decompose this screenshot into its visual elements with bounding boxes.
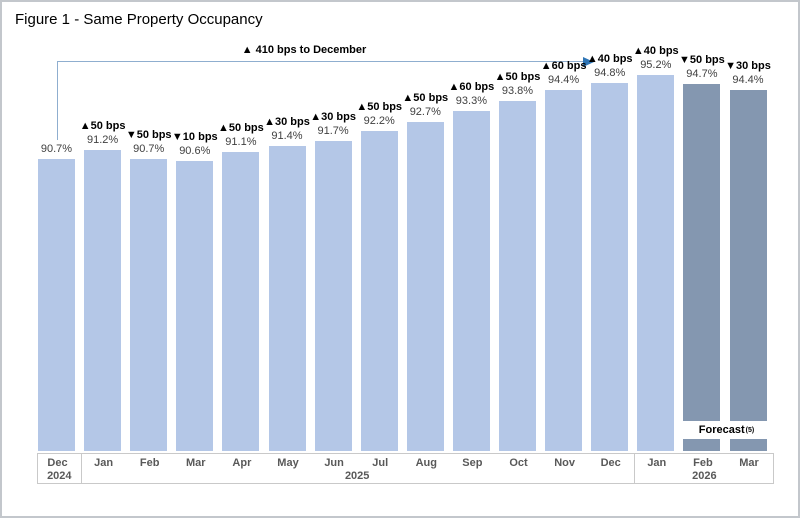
occupancy-bar-nov-11 [545,90,583,451]
occupancy-value-label: 94.4% [547,74,580,87]
month-tick-label-6: Jun [324,457,344,469]
occupancy-bar-jan-1 [84,149,122,451]
occupancy-bar-dec-0 [38,159,75,451]
month-tick-label-9: Sep [462,457,483,469]
bps-change-label: ▲50 bps [218,121,264,134]
forecast-label-band: Forecast (5) [683,421,770,439]
occupancy-bar-mar-3 [176,161,214,451]
bar-label-5: ▲30 bps 91.4% [247,115,327,143]
occupancy-bar-jun-6 [314,140,352,451]
bps-change-label: ▲60 bps [448,80,495,93]
occupancy-bar-may-5 [268,146,306,451]
occupancy-bar-sep-9 [452,110,490,451]
bps-change-label: ▲40 bps [632,45,679,58]
occupancy-bar-aug-8 [406,121,444,451]
bar-label-14: ▼50 bps 94.7% [662,53,742,81]
month-tick-label-3: Mar [186,457,206,469]
occupancy-value-label: 94.7% [686,68,718,81]
bar-label-10: ▲50 bps 93.8% [478,70,558,98]
occupancy-value-label: 91.7% [317,124,349,137]
bar-label-4: ▲50 bps 91.1% [201,121,281,149]
bar-label-9: ▲60 bps 93.3% [431,80,511,108]
occupancy-value-label: 92.2% [363,115,395,128]
month-tick-label-10: Oct [509,457,528,469]
occupancy-bar-oct-10 [499,101,536,451]
bar-label-12: ▲40 bps 94.8% [570,52,650,80]
month-tick-label-14: Feb [693,457,713,469]
occupancy-value-label: 90.6% [179,145,211,158]
occupancy-bar-mar-15 [729,90,767,451]
annotation-arrow-horizontal-line [57,61,584,62]
bar-label-1: ▲50 bps 91.2% [63,119,143,147]
occupancy-value-label: 95.2% [640,59,672,72]
month-tick-label-7: Jul [372,457,389,469]
month-tick-label-13: Jan [647,457,667,469]
occupancy-value-label: 94.8% [594,66,626,79]
bps-change-label: ▼50 bps [125,129,172,142]
bps-change-label: ▼30 bps [725,60,771,73]
bps-change-label: ▲40 bps [586,52,633,65]
year-label-2025: 2025 [344,470,370,482]
bar-label-15: ▼30 bps 94.4% [708,59,788,87]
occupancy-value-label: 92.7% [409,105,441,118]
occupancy-value-label: 91.2% [86,133,119,146]
occupancy-value-label: 93.3% [455,94,487,107]
forecast-label: Forecast [698,424,745,436]
bar-label-8: ▲50 bps 92.7% [385,91,465,119]
bar-label-13: ▲40 bps 95.2% [616,44,696,72]
figure-title: Figure 1 - Same Property Occupancy [15,11,263,28]
bar-label-3: ▼10 bps 90.6% [155,130,235,158]
occupancy-bar-dec-12 [591,82,629,451]
annotation-arrow-head-icon [583,57,594,67]
occupancy-bar-feb-2 [130,159,168,451]
bps-change-label: ▲30 bps [264,116,310,129]
category-axis: Dec Jan Feb Mar Apr May Jun Jul Aug Sep Oct Nov Dec J… [37,453,774,484]
occupancy-value-label: 91.4% [271,130,303,143]
month-tick-label-12: Dec [600,457,621,469]
year-label-2024: 2024 [47,470,72,482]
forecast-footnote-superscript: (5) [745,426,755,434]
annotation-410bps-label: ▲ 410 bps to December [241,44,367,56]
bps-change-label: ▲50 bps [79,119,126,132]
occupancy-bar-apr-4 [222,151,260,451]
month-tick-label-2: Feb [139,457,160,469]
occupancy-value-label: 90.7% [133,143,165,156]
bps-change-label: ▲60 bps [540,60,587,73]
occupancy-bar-jul-7 [360,131,398,451]
occupancy-bar-jan-13 [637,75,675,451]
occupancy-bar-feb-14 [683,84,721,451]
year-group-divider [633,454,635,483]
month-tick-label-11: Nov [554,457,575,469]
bps-change-label: ▲50 bps [356,101,403,114]
bar-label-11: ▲60 bps 94.4% [524,59,604,87]
bar-label-0: 90.7% [17,142,97,156]
year-group-divider [80,454,82,483]
bps-change-label: ▲50 bps [402,91,449,104]
month-tick-label-15: Mar [739,457,759,469]
annotation-arrow-vertical-line [57,61,58,140]
bar-label-6: ▲30 bps 91.7% [293,110,373,138]
bps-change-label: ▼10 bps [171,131,218,144]
occupancy-value-label: 90.7% [40,143,73,156]
month-tick-label-0: Dec [47,457,68,469]
year-label-2026: 2026 [692,470,717,482]
bps-change-label: ▼50 bps [679,54,725,67]
month-tick-label-8: Aug [415,457,437,469]
occupancy-value-label: 91.1% [225,135,257,148]
occupancy-value-label: 93.8% [501,85,534,98]
month-tick-label-1: Jan [94,457,114,469]
bar-label-2: ▼50 bps 90.7% [109,128,189,156]
month-tick-label-4: Apr [232,457,252,469]
bar-label-7: ▲50 bps 92.2% [339,100,419,128]
bps-change-label: ▲50 bps [494,71,541,84]
bps-change-label: ▲30 bps [310,110,356,123]
month-tick-label-5: May [277,457,299,469]
occupancy-value-label: 94.4% [732,74,764,87]
